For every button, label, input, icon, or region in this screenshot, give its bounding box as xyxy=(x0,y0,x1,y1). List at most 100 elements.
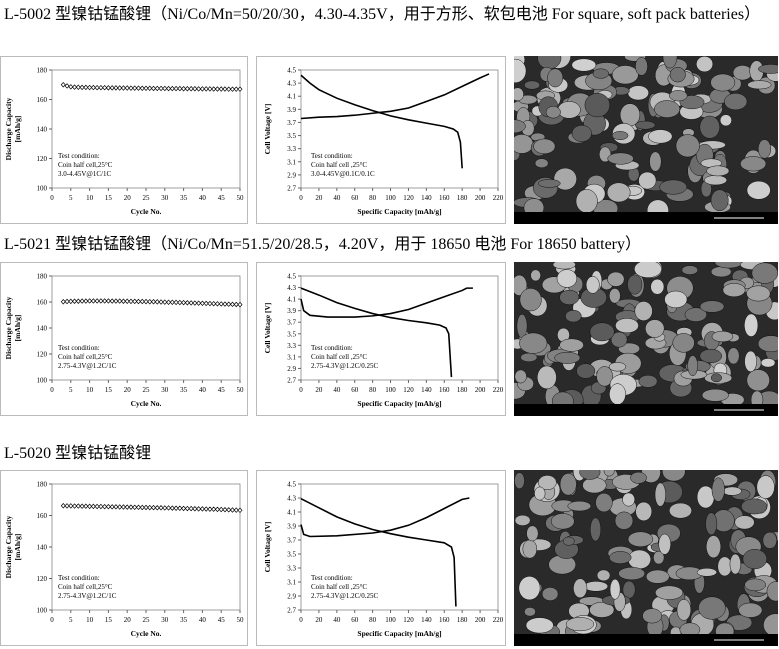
y-tick-label: 4.1 xyxy=(287,296,296,304)
y-tick-label: 3.5 xyxy=(287,551,296,559)
sem-particle xyxy=(627,549,652,570)
data-marker xyxy=(139,85,145,92)
sem-particle xyxy=(519,288,542,312)
data-marker xyxy=(79,84,85,91)
x-tick-label: 100 xyxy=(385,386,396,394)
data-marker xyxy=(83,84,89,91)
sem-particle xyxy=(530,269,541,282)
sem-particle xyxy=(710,73,736,92)
y-tick-label: 180 xyxy=(37,481,48,489)
sem-particle xyxy=(514,134,534,154)
plot-area xyxy=(300,483,499,611)
sem-particle xyxy=(547,68,564,88)
data-marker xyxy=(222,506,228,513)
data-marker xyxy=(124,298,130,304)
test-condition: 2.75-4.3V@1.2C/1C xyxy=(58,592,117,600)
data-marker xyxy=(181,299,187,306)
sem-particle xyxy=(669,502,692,519)
section-heading: L-5021 型镍钴锰酸锂（Ni/Co/Mn=51.5/20/28.5，4.20… xyxy=(4,236,642,253)
data-marker xyxy=(75,503,81,509)
panel-border xyxy=(0,262,248,416)
sem-particle xyxy=(650,278,665,295)
data-marker xyxy=(120,298,126,304)
data-marker xyxy=(72,298,78,304)
sem-particle xyxy=(514,58,527,84)
data-marker xyxy=(214,86,220,92)
sem-particle xyxy=(719,114,732,127)
data-marker xyxy=(68,503,74,509)
y-tick-label: 3.9 xyxy=(287,523,296,531)
x-tick-label: 160 xyxy=(439,194,450,202)
data-marker xyxy=(136,85,141,91)
data-marker xyxy=(128,504,134,510)
sem-particle xyxy=(635,120,656,130)
data-marker xyxy=(87,503,93,510)
sem-image xyxy=(514,56,778,224)
sem-particle xyxy=(760,358,776,368)
x-tick-label: 20 xyxy=(315,386,323,394)
x-tick-label: 25 xyxy=(143,194,151,202)
y-axis-label: [mAh/g] xyxy=(13,534,22,561)
data-marker xyxy=(237,301,243,308)
data-marker xyxy=(147,85,153,92)
data-marker xyxy=(132,298,138,305)
x-tick-label: 180 xyxy=(457,616,468,624)
sem-particle xyxy=(627,85,649,101)
panel-border xyxy=(256,56,506,224)
voltage-curve xyxy=(300,287,453,378)
sem-particle xyxy=(614,511,634,530)
sem-image xyxy=(514,470,778,646)
x-tick-label: 20 xyxy=(124,386,132,394)
sem-particle xyxy=(727,347,740,365)
data-marker xyxy=(68,298,74,305)
sem-particle xyxy=(607,152,634,165)
test-condition: 2.75-4.3V@1.2C/0.25C xyxy=(311,362,378,370)
x-tick-label: 40 xyxy=(333,616,341,624)
x-tick-label: 120 xyxy=(403,194,414,202)
sem-particle xyxy=(634,262,662,278)
sem-particle xyxy=(645,319,665,338)
sem-particle xyxy=(741,498,768,515)
sem-particle xyxy=(559,473,577,496)
data-marker xyxy=(226,301,232,307)
x-tick-label: 10 xyxy=(86,386,94,394)
sem-particle xyxy=(699,115,721,139)
y-tick-label: 3.5 xyxy=(287,132,296,140)
panel-border xyxy=(0,56,248,224)
data-marker xyxy=(184,505,190,512)
data-marker xyxy=(143,504,149,511)
x-tick-label: 200 xyxy=(475,194,486,202)
sem-particle xyxy=(655,585,684,600)
data-marker xyxy=(154,299,160,305)
sem-particle xyxy=(522,539,538,559)
x-tick-label: 20 xyxy=(124,616,132,624)
x-tick-label: 40 xyxy=(199,386,207,394)
data-marker xyxy=(207,506,213,512)
data-marker xyxy=(98,84,104,91)
sem-info-bar xyxy=(514,634,778,646)
test-condition: Test condition: xyxy=(58,344,100,352)
data-marker xyxy=(188,505,194,512)
x-tick-label: 50 xyxy=(237,616,245,624)
y-tick-label: 180 xyxy=(37,67,48,75)
sem-particle xyxy=(565,617,595,632)
sem-particle xyxy=(596,366,613,387)
sem-particle xyxy=(675,134,700,158)
x-tick-label: 200 xyxy=(475,616,486,624)
sem-particle xyxy=(635,57,648,76)
data-marker xyxy=(120,85,126,91)
data-marker xyxy=(169,299,175,305)
x-tick-label: 10 xyxy=(86,616,94,624)
sem-particle xyxy=(609,578,621,600)
y-tick-label: 3.3 xyxy=(287,565,296,573)
sem-particle xyxy=(710,373,722,383)
sem-particle xyxy=(589,322,615,342)
data-marker xyxy=(102,298,108,304)
y-tick-label: 2.7 xyxy=(287,377,296,385)
data-marker xyxy=(188,86,194,92)
sem-particle xyxy=(559,338,584,352)
sem-particle xyxy=(744,350,757,372)
x-tick-label: 30 xyxy=(161,386,169,394)
sem-particle xyxy=(662,56,678,69)
sem-particle xyxy=(740,156,767,172)
